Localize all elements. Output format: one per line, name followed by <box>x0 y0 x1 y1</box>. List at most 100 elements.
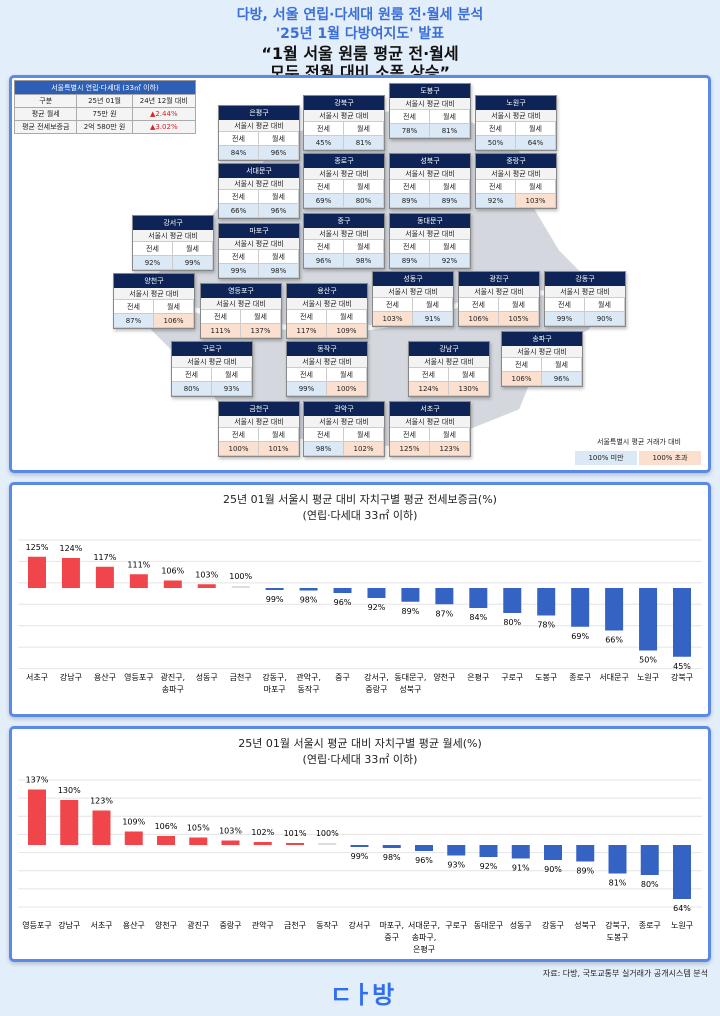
data-label: 87% <box>435 609 453 618</box>
data-label: 89% <box>402 607 420 616</box>
bar <box>382 845 401 848</box>
bar <box>299 588 318 591</box>
category-label: 영등포구 <box>124 672 153 682</box>
bar <box>28 789 46 845</box>
jeonse-value: 98% <box>304 442 344 456</box>
wolse-value: 105% <box>499 312 539 326</box>
category-label: 노원구 <box>671 921 693 930</box>
data-label: 102% <box>251 828 274 837</box>
wolse-label: 월세 <box>430 180 470 194</box>
wolse-label: 월세 <box>344 180 384 194</box>
bar <box>28 556 46 588</box>
district-name: 강동구 <box>545 272 625 286</box>
data-label: 84% <box>469 613 487 622</box>
category-label: 은평구 <box>467 672 489 682</box>
jeonse-label: 전세 <box>304 428 344 442</box>
data-label: 125% <box>26 543 49 552</box>
district-box: 동대문구 서울시 평균 대비 전세 월세 89% 92% <box>389 213 471 269</box>
data-label: 81% <box>609 879 627 888</box>
district-subtitle: 서울시 평균 대비 <box>287 298 367 310</box>
category-label: 도봉구 <box>535 673 557 682</box>
chart-title: 25년 01월 서울시 평균 대비 자치구별 평균 전세보증금(%) <box>223 493 497 506</box>
district-name: 강서구 <box>133 216 213 230</box>
data-label: 64% <box>673 904 691 913</box>
bar <box>350 845 369 847</box>
summary-value: 75만 원 <box>76 107 133 121</box>
bar <box>511 845 530 859</box>
district-box: 영등포구 서울시 평균 대비 전세 월세 111% 137% <box>200 283 282 339</box>
category-label: 중랑구 <box>365 684 387 694</box>
data-label: 66% <box>605 636 623 645</box>
district-subtitle: 서울시 평균 대비 <box>219 120 299 132</box>
jeonse-value: 103% <box>373 312 413 326</box>
category-label: 용산구 <box>123 920 145 930</box>
jeonse-value: 89% <box>390 194 430 208</box>
jeonse-label: 전세 <box>409 368 449 382</box>
wolse-value: 96% <box>542 372 582 386</box>
bar <box>571 588 590 627</box>
category-label: 도봉구 <box>606 933 628 942</box>
category-label: 강동구, <box>262 672 287 682</box>
category-label: 강서구, <box>364 672 389 682</box>
district-subtitle: 서울시 평균 대비 <box>287 356 367 368</box>
jeonse-value: 80% <box>172 382 212 396</box>
district-box: 강북구 서울시 평균 대비 전세 월세 45% 81% <box>303 95 385 151</box>
jeonse-value: 92% <box>133 256 173 270</box>
data-label: 130% <box>58 786 81 795</box>
bar <box>231 586 250 588</box>
category-label: 종로구 <box>639 921 661 930</box>
wolse-value: 102% <box>344 442 384 456</box>
district-subtitle: 서울시 평균 대비 <box>304 416 384 428</box>
bar <box>253 842 272 845</box>
bar <box>673 845 691 899</box>
district-subtitle: 서울시 평균 대비 <box>219 178 299 190</box>
category-label: 구로구 <box>501 673 523 682</box>
wolse-label: 월세 <box>259 190 299 204</box>
category-label: 은평구 <box>413 944 435 954</box>
category-label: 서초구 <box>26 673 48 682</box>
wolse-label: 월세 <box>344 122 384 136</box>
district-subtitle: 서울시 평균 대비 <box>114 288 194 300</box>
wolse-label: 월세 <box>259 250 299 264</box>
wolse-value: 92% <box>430 254 470 268</box>
district-box: 중구 서울시 평균 대비 전세 월세 96% 98% <box>303 213 385 269</box>
chart-subtitle: (연립·다세대 33㎡ 이하) <box>302 509 418 522</box>
bar <box>576 845 595 862</box>
category-label: 강남구 <box>58 920 80 930</box>
header-line3: “1월 서울 원룸 평균 전·월세 <box>261 44 459 63</box>
district-name: 중구 <box>304 214 384 228</box>
data-label: 91% <box>512 864 530 873</box>
jeonse-value: 50% <box>476 136 516 150</box>
category-label: 서초구 <box>90 921 112 930</box>
wolse-value: 91% <box>413 312 453 326</box>
dabang-logo: ㄷㅏ방 <box>330 981 394 1009</box>
wolse-value: 101% <box>259 442 299 456</box>
district-subtitle: 서울시 평균 대비 <box>304 110 384 122</box>
district-name: 노원구 <box>476 96 556 110</box>
chart-title: 25년 01월 서울시 평균 대비 자치구별 평균 월세(%) <box>238 737 482 750</box>
summary-title: 서울특별시 연립·다세대 (33㎡ 이하) <box>14 80 196 95</box>
wolse-label: 월세 <box>449 368 489 382</box>
district-subtitle: 서울시 평균 대비 <box>304 228 384 240</box>
wolse-label: 월세 <box>259 428 299 442</box>
data-label: 106% <box>155 822 178 831</box>
district-box: 은평구 서울시 평균 대비 전세 월세 84% 96% <box>218 105 300 161</box>
category-label: 양천구 <box>155 920 177 930</box>
district-name: 중랑구 <box>476 154 556 168</box>
district-subtitle: 서울시 평균 대비 <box>459 286 539 298</box>
district-name: 동작구 <box>287 342 367 356</box>
jeonse-label: 전세 <box>390 428 430 442</box>
wolse-value: 96% <box>259 204 299 218</box>
data-label: 90% <box>544 865 562 874</box>
jeonse-chart-title-block: 25년 01월 서울시 평균 대비 자치구별 평균 전세보증금(%) (연립·다세… <box>0 492 720 524</box>
district-subtitle: 서울시 평균 대비 <box>409 356 489 368</box>
data-label: 99% <box>351 852 369 861</box>
wolse-label: 월세 <box>413 298 453 312</box>
jeonse-label: 전세 <box>390 240 430 254</box>
wolse-value: 123% <box>430 442 470 456</box>
jeonse-value: 45% <box>304 136 344 150</box>
district-subtitle: 서울시 평균 대비 <box>545 286 625 298</box>
category-label: 관악구, <box>296 672 321 682</box>
district-name: 종로구 <box>304 154 384 168</box>
